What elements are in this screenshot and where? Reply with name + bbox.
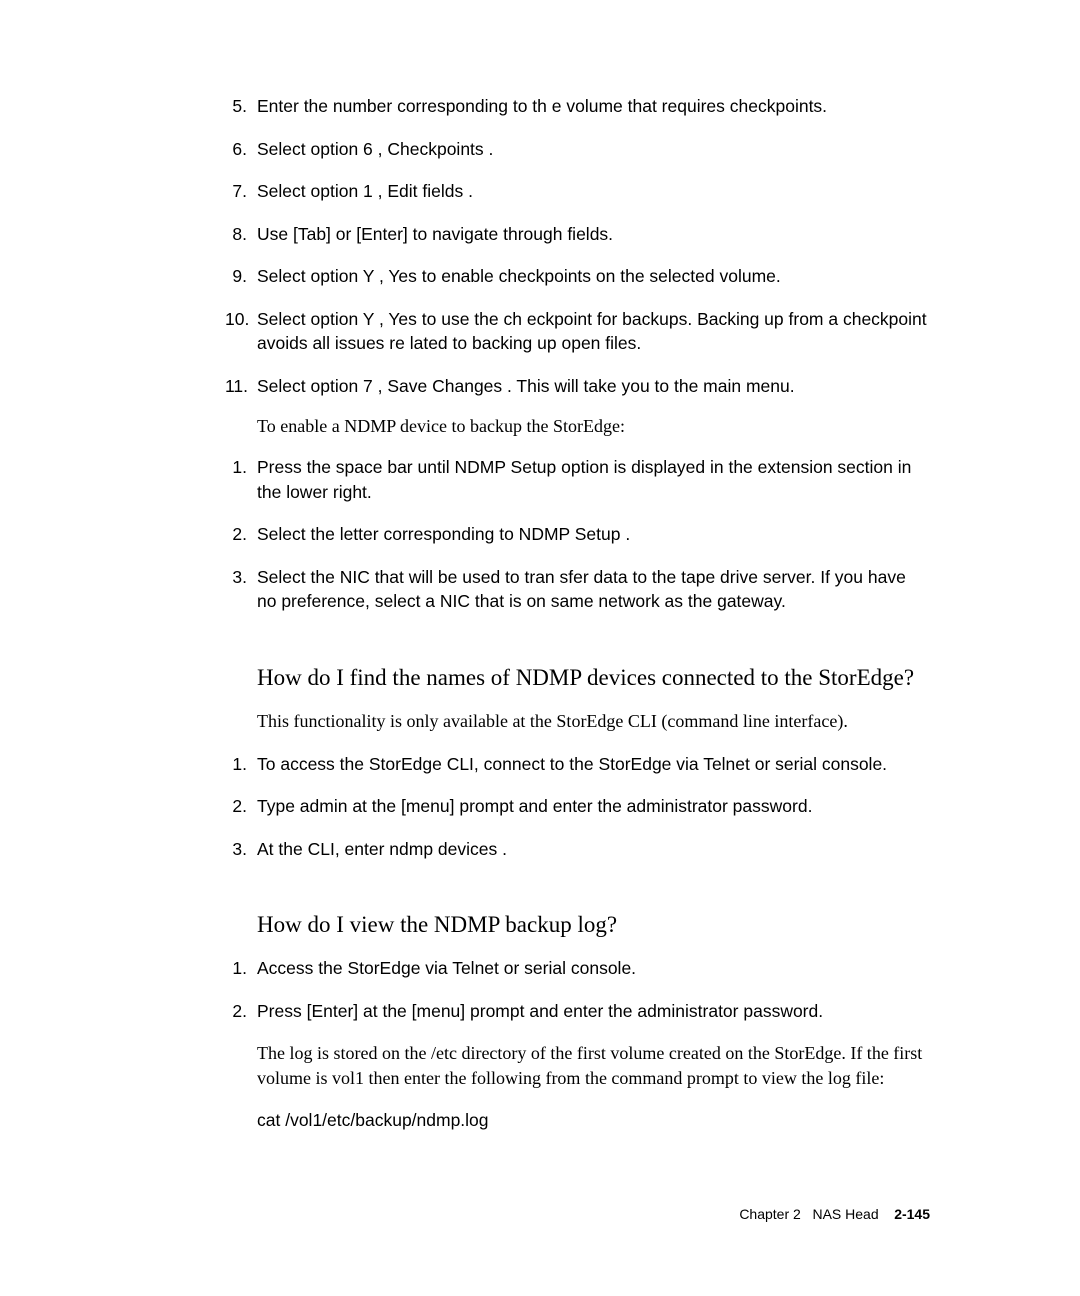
step-number: 5. — [225, 94, 257, 119]
step-number: 1. — [225, 752, 257, 777]
step-number: 3. — [225, 565, 257, 614]
command-text: cat /vol1/etc/backup/ndmp.log — [257, 1110, 930, 1131]
step-number: 9. — [225, 264, 257, 289]
step-text: Type admin at the [menu] prompt and ente… — [257, 794, 930, 819]
step-text: Select option Y , Yes to enable checkpoi… — [257, 264, 930, 289]
step-number: 11. — [225, 374, 257, 399]
section-heading: How do I view the NDMP backup log? — [257, 909, 930, 940]
step-text: To access the StorEdge CLI, connect to t… — [257, 752, 930, 777]
step-text: Select option 7 , Save Changes . This wi… — [257, 374, 930, 399]
paragraph: The log is stored on the /etc directory … — [257, 1041, 930, 1091]
step-number: 1. — [225, 956, 257, 981]
step-text: Select option 1 , Edit fields . — [257, 179, 930, 204]
step-item: 10. Select option Y , Yes to use the ch … — [225, 307, 930, 356]
footer-page-number: 2-145 — [894, 1206, 930, 1222]
step-item: 8. Use [Tab] or [Enter] to navigate thro… — [225, 222, 930, 247]
step-text: Select the NIC that will be used to tran… — [257, 565, 930, 614]
step-item: 2. Type admin at the [menu] prompt and e… — [225, 794, 930, 819]
step-text: Press [Enter] at the [menu] prompt and e… — [257, 999, 930, 1024]
step-number: 2. — [225, 999, 257, 1024]
step-item: 2. Press [Enter] at the [menu] prompt an… — [225, 999, 930, 1024]
step-number: 3. — [225, 837, 257, 862]
step-text: Select the letter corresponding to NDMP … — [257, 522, 930, 547]
step-item: 7. Select option 1 , Edit fields . — [225, 179, 930, 204]
footer-title: NAS Head — [812, 1206, 878, 1222]
paragraph: To enable a NDMP device to backup the St… — [257, 416, 930, 437]
step-number: 7. — [225, 179, 257, 204]
step-item: 1. Access the StorEdge via Telnet or ser… — [225, 956, 930, 981]
step-number: 8. — [225, 222, 257, 247]
step-number: 6. — [225, 137, 257, 162]
step-text: Access the StorEdge via Telnet or serial… — [257, 956, 930, 981]
page-footer: Chapter 2 NAS Head 2-145 — [739, 1206, 930, 1222]
document-page: 5. Enter the number corresponding to th … — [0, 0, 1080, 1131]
step-number: 1. — [225, 455, 257, 504]
step-text: Select option Y , Yes to use the ch eckp… — [257, 307, 930, 356]
step-item: 1. Press the space bar until NDMP Setup … — [225, 455, 930, 504]
step-item: 2. Select the letter corresponding to ND… — [225, 522, 930, 547]
step-item: 3. At the CLI, enter ndmp devices . — [225, 837, 930, 862]
paragraph: This functionality is only available at … — [257, 709, 930, 734]
footer-chapter: Chapter 2 — [739, 1206, 800, 1222]
step-text: At the CLI, enter ndmp devices . — [257, 837, 930, 862]
step-text: Press the space bar until NDMP Setup opt… — [257, 455, 930, 504]
step-text: Select option 6 , Checkpoints . — [257, 137, 930, 162]
step-item: 6. Select option 6 , Checkpoints . — [225, 137, 930, 162]
step-item: 11. Select option 7 , Save Changes . Thi… — [225, 374, 930, 399]
section-heading: How do I find the names of NDMP devices … — [257, 662, 930, 693]
step-item: 9. Select option Y , Yes to enable check… — [225, 264, 930, 289]
step-text: Use [Tab] or [Enter] to navigate through… — [257, 222, 930, 247]
step-number: 2. — [225, 794, 257, 819]
step-number: 2. — [225, 522, 257, 547]
step-number: 10. — [225, 307, 257, 356]
step-item: 1. To access the StorEdge CLI, connect t… — [225, 752, 930, 777]
step-item: 3. Select the NIC that will be used to t… — [225, 565, 930, 614]
step-item: 5. Enter the number corresponding to th … — [225, 94, 930, 119]
step-text: Enter the number corresponding to th e v… — [257, 94, 930, 119]
